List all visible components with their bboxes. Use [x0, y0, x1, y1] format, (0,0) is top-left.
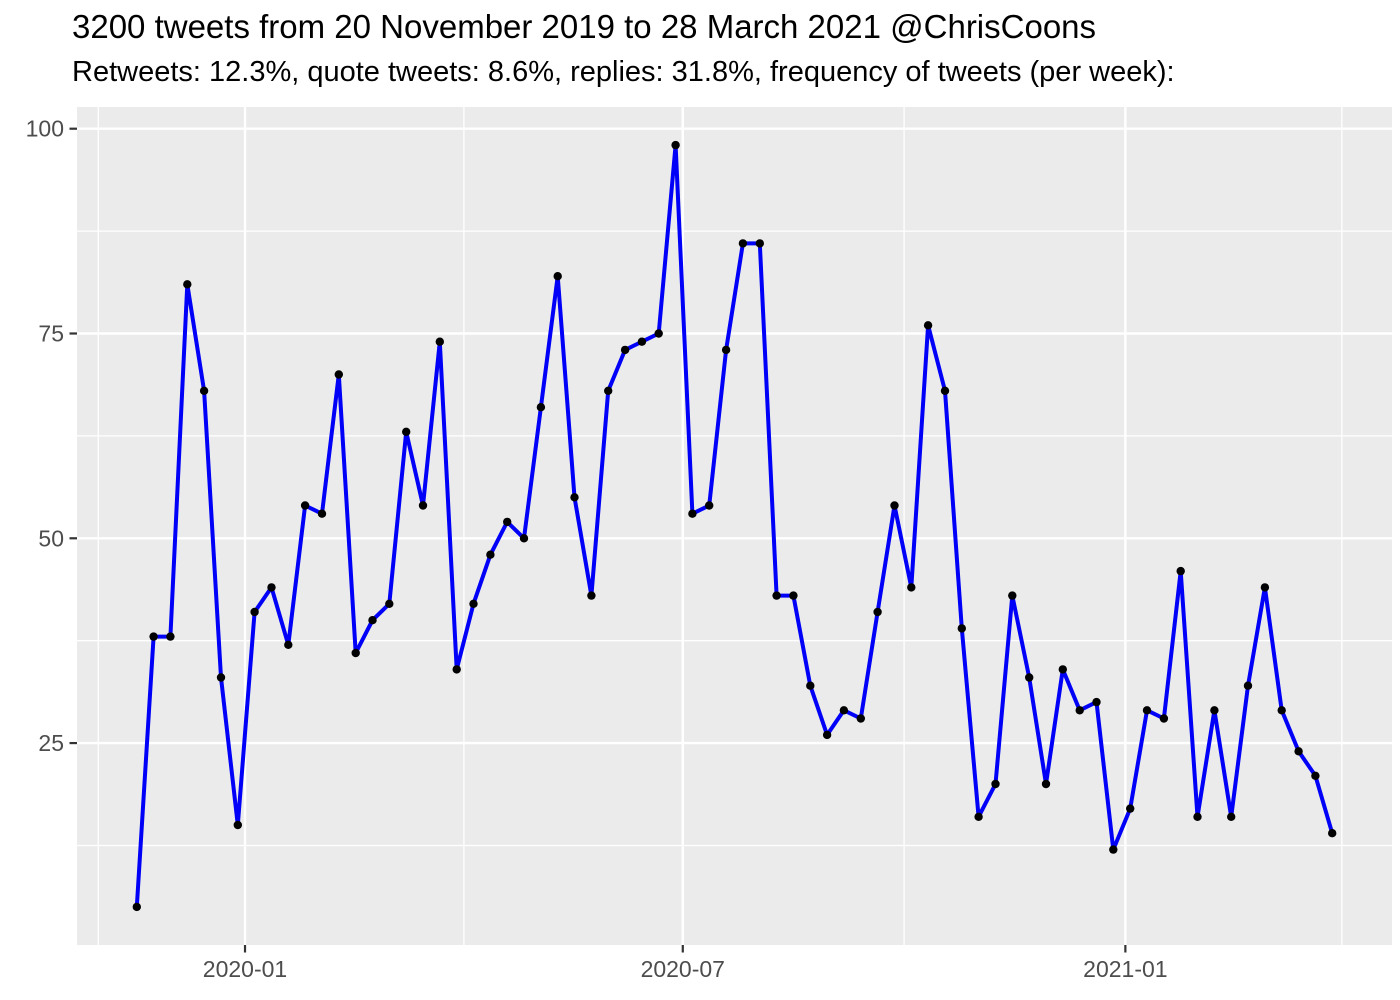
data-point — [536, 403, 546, 412]
data-point — [738, 239, 748, 248]
data-point — [503, 517, 512, 527]
y-tick-label: 50 — [38, 525, 64, 551]
data-point — [822, 730, 832, 740]
data-point — [199, 386, 209, 395]
data-point — [368, 616, 377, 625]
data-point — [1058, 665, 1068, 674]
data-point — [1311, 771, 1320, 780]
x-tick-label: 2020-01 — [203, 956, 287, 982]
grid-minor — [77, 107, 1392, 945]
data-point — [418, 501, 428, 510]
data-point — [1260, 583, 1270, 592]
data-point — [1092, 697, 1101, 707]
data-point — [519, 534, 529, 543]
data-point — [1193, 812, 1202, 821]
data-point — [890, 501, 899, 510]
data-point — [604, 386, 613, 395]
data-point — [553, 272, 562, 281]
data-point — [385, 599, 394, 608]
data-point — [923, 321, 933, 330]
data-point — [688, 509, 697, 518]
data-point — [957, 624, 966, 633]
y-tick-label: 100 — [26, 116, 64, 142]
data-points — [132, 140, 1337, 912]
data-point — [1126, 804, 1135, 813]
data-point — [183, 280, 192, 289]
data-point — [250, 607, 259, 617]
x-tick-label: 2021-01 — [1083, 956, 1167, 982]
data-point — [149, 632, 158, 641]
plot-panel — [77, 107, 1392, 945]
data-point — [1243, 681, 1253, 690]
data-point — [267, 583, 276, 592]
data-point — [721, 345, 731, 355]
x-axis: 2020-01 2020-07 2021-01 — [203, 945, 1168, 982]
data-point — [1109, 845, 1118, 854]
data-point — [1008, 591, 1017, 600]
data-point — [166, 632, 175, 641]
data-point — [402, 427, 411, 436]
data-point — [570, 493, 579, 502]
data-point — [132, 902, 141, 912]
data-point — [351, 648, 360, 658]
data-point — [300, 501, 310, 510]
data-point — [755, 239, 764, 248]
chart-subtitle: Retweets: 12.3%, quote tweets: 8.6%, rep… — [72, 56, 1175, 88]
data-point — [705, 501, 714, 510]
data-point — [452, 665, 461, 674]
data-point — [334, 370, 343, 379]
data-point — [1294, 747, 1303, 756]
data-point — [991, 779, 1000, 789]
data-point — [974, 812, 983, 821]
data-point — [671, 140, 680, 150]
data-point — [435, 337, 444, 346]
data-point — [873, 607, 882, 617]
data-point — [1159, 714, 1169, 723]
data-point — [907, 583, 916, 592]
data-point — [940, 386, 950, 395]
data-point — [284, 640, 293, 649]
data-point — [216, 673, 226, 682]
data-point — [1328, 829, 1337, 838]
data-point — [1277, 706, 1286, 715]
x-tick-label: 2020-07 — [641, 956, 725, 982]
y-tick-label: 75 — [38, 320, 64, 346]
data-point — [1041, 779, 1051, 789]
data-point — [654, 329, 663, 338]
data-point — [587, 591, 596, 600]
data-point — [1075, 706, 1084, 715]
data-point — [1210, 706, 1219, 715]
data-point — [1025, 673, 1034, 682]
data-point — [317, 509, 327, 518]
chart-title: 3200 tweets from 20 November 2019 to 28 … — [72, 8, 1097, 45]
y-tick-label: 25 — [38, 730, 64, 756]
data-point — [1142, 706, 1152, 715]
tweet-frequency-line — [134, 143, 1335, 908]
data-point — [806, 681, 815, 690]
data-point — [469, 599, 478, 608]
data-point — [839, 706, 849, 715]
data-point — [637, 337, 647, 346]
data-point — [1227, 812, 1236, 821]
data-point — [1176, 566, 1185, 576]
data-point — [620, 345, 630, 355]
data-point — [772, 591, 781, 600]
y-axis: 25 50 75 100 — [26, 116, 77, 756]
data-point — [789, 591, 798, 600]
data-point — [233, 820, 242, 830]
grid-major — [77, 107, 1392, 945]
data-point — [856, 714, 865, 723]
data-point — [486, 550, 495, 559]
